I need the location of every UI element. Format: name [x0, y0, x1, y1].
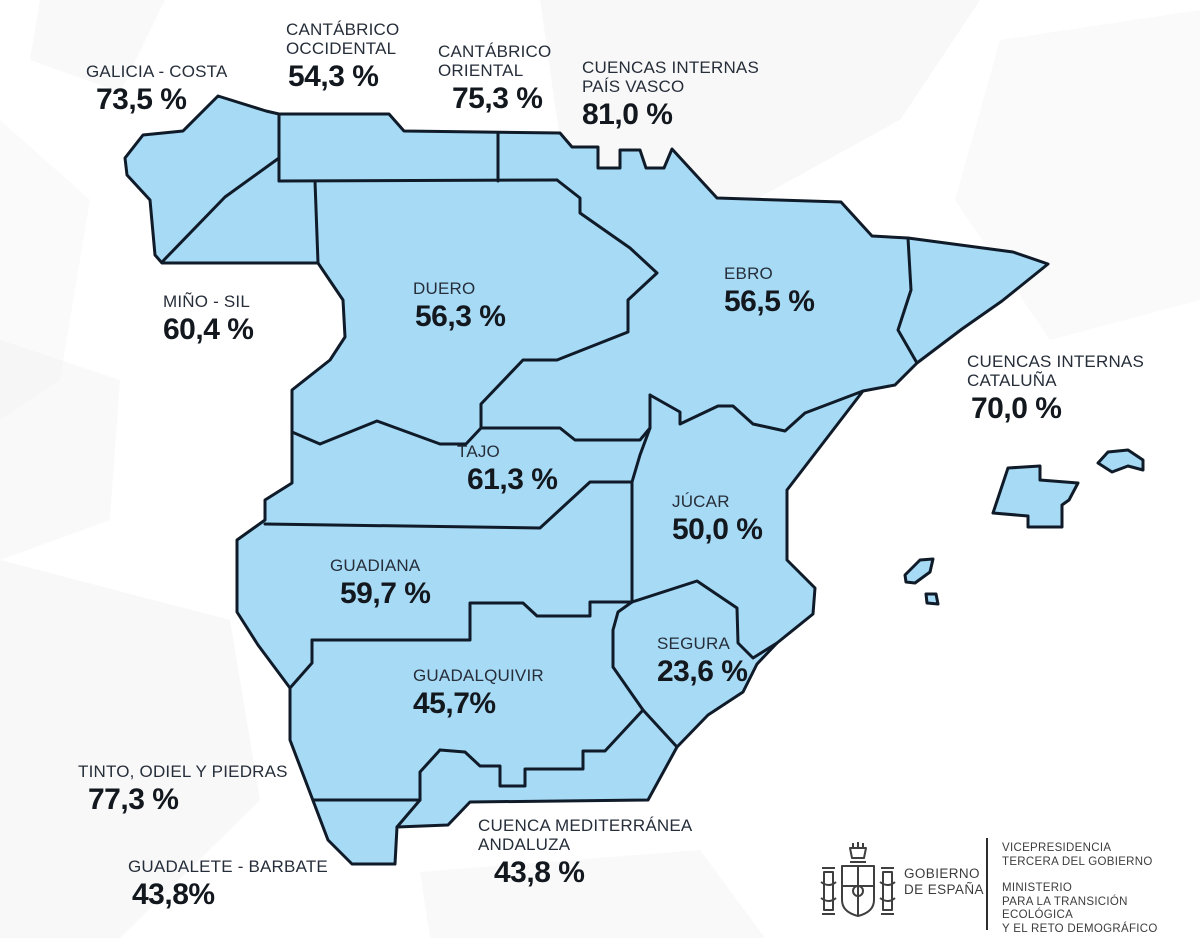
footer-divider	[986, 838, 988, 930]
basin-name: CANTÁBRICO OCCIDENTAL	[286, 20, 400, 58]
basin-value: 56,3 %	[415, 300, 506, 333]
basin-value: 59,7 %	[340, 577, 431, 610]
basin-value: 77,3 %	[88, 783, 179, 816]
basin-name: GUADALETE - BARBATE	[128, 857, 328, 876]
basin-label-guadalquivir: GUADALQUIVIR 45,7%	[413, 666, 544, 720]
basin-value: 70,0 %	[971, 392, 1062, 425]
basin-value: 75,3 %	[452, 82, 543, 115]
basin-label-tajo: TAJO 61,3 %	[457, 442, 558, 496]
basin-label-jucar: JÚCAR 50,0 %	[672, 492, 763, 546]
basin-name: CUENCA MEDITERRÁNEA ANDALUZA	[478, 816, 693, 854]
basin-borders	[161, 112, 919, 829]
basin-name: MIÑO - SIL	[163, 292, 251, 311]
basin-value: 43,8%	[132, 878, 215, 911]
basin-name: SEGURA	[657, 634, 730, 653]
basin-value: 81,0 %	[582, 98, 673, 131]
basin-value: 54,3 %	[288, 60, 379, 93]
basin-name: CUENCAS INTERNAS PAÍS VASCO	[582, 58, 760, 96]
basin-value: 50,0 %	[672, 513, 763, 546]
basin-value: 23,6 %	[657, 655, 748, 688]
basin-value: 56,5 %	[724, 285, 815, 318]
government-name: GOBIERNO DE ESPAÑA	[904, 866, 984, 897]
basin-label-galicia_costa: GALICIA - COSTA 73,5 %	[86, 62, 228, 116]
basin-label-ebro: EBRO 56,5 %	[724, 264, 815, 318]
basin-label-guadiana: GUADIANA 59,7 %	[330, 556, 431, 610]
basin-name: GUADALQUIVIR	[413, 666, 544, 685]
basin-label-tinto_odiel_piedras: TINTO, ODIEL Y PIEDRAS 77,3 %	[78, 762, 288, 816]
ministry-block: VICEPRESIDENCIA TERCERA DEL GOBIERNO MINI…	[1002, 842, 1200, 936]
basin-name: GUADIANA	[330, 556, 421, 575]
basin-value: 73,5 %	[96, 83, 187, 116]
basin-value: 45,7%	[413, 687, 496, 720]
island-mallorca	[991, 464, 1080, 529]
basin-name: EBRO	[724, 264, 773, 283]
basin-name: TAJO	[457, 442, 500, 461]
island-menorca	[1096, 448, 1145, 474]
basin-label-segura: SEGURA 23,6 %	[657, 634, 748, 688]
peninsula-outline	[123, 94, 1050, 866]
basin-value: 43,8 %	[494, 856, 585, 889]
basin-label-cuenca_mediterranea_andaluza: CUENCA MEDITERRÁNEA ANDALUZA 43,8 %	[478, 816, 692, 889]
basin-name: TINTO, ODIEL Y PIEDRAS	[78, 762, 288, 781]
basin-name: CUENCAS INTERNAS CATALUÑA	[967, 352, 1145, 390]
vicepresidency-text: VICEPRESIDENCIA TERCERA DEL GOBIERNO	[1002, 842, 1153, 868]
basin-label-mino_sil: MIÑO - SIL 60,4 %	[163, 292, 254, 346]
government-footer: GOBIERNO DE ESPAÑA VICEPRESIDENCIA TERCER…	[810, 836, 1200, 936]
basin-name: JÚCAR	[672, 492, 730, 511]
basin-value: 61,3 %	[467, 463, 558, 496]
basin-value: 60,4 %	[163, 313, 254, 346]
ministry-text: MINISTERIO PARA LA TRANSICIÓN ECOLÓGICA Y …	[1002, 882, 1158, 935]
basin-name: GALICIA - COSTA	[86, 62, 228, 81]
basin-label-cantabrico_occidental: CANTÁBRICO OCCIDENTAL 54,3 %	[286, 20, 399, 93]
basin-label-cuencas_internas_cataluna: CUENCAS INTERNAS CATALUÑA 70,0 %	[967, 352, 1144, 425]
basin-label-duero: DUERO 56,3 %	[413, 279, 506, 333]
basin-label-guadalete_barbate: GUADALETE - BARBATE 43,8%	[128, 857, 328, 911]
basin-label-cantabrico_oriental: CANTÁBRICO ORIENTAL 75,3 %	[438, 42, 551, 115]
island-ibiza	[903, 557, 935, 585]
spain-coat-of-arms-icon	[820, 842, 896, 917]
basin-name: DUERO	[413, 279, 476, 298]
island-formentera	[924, 592, 940, 606]
basin-label-cuencas_internas_pais_vasco: CUENCAS INTERNAS PAÍS VASCO 81,0 %	[582, 58, 759, 131]
basin-name: CANTÁBRICO ORIENTAL	[438, 42, 552, 80]
